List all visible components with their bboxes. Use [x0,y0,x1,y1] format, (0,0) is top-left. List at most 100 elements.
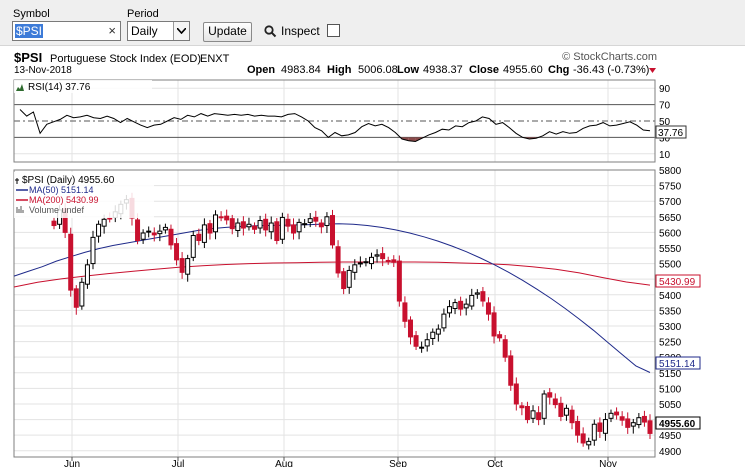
rsi-label: RSI(14) 37.76 [28,82,91,93]
candle-body [480,291,486,302]
price-tick-label: 4900 [659,447,682,458]
chg-value: -36.43 (-0.73%) [573,64,649,76]
candle-body [541,393,547,419]
candle-body [602,419,608,434]
header-symbol: $PSI [14,50,42,65]
candle-body [335,246,341,274]
candle-body [513,383,519,405]
candle-body [524,405,530,421]
chg-label: Chg [548,64,569,76]
candle-body [608,412,614,419]
candle-body [224,215,230,221]
candle-body [168,228,174,246]
update-button[interactable]: Update [203,22,252,42]
candle-body [630,422,636,427]
candle-body [385,259,391,262]
candle-body [341,271,347,290]
chart-area: $PSI Portuguese Stock Index (EOD) ENXT ©… [0,46,746,472]
candle-body [285,218,291,227]
candle-body [636,417,642,426]
candle-body [586,440,592,446]
inspect-label: Inspect [281,24,320,38]
candle-body [313,216,319,222]
symbol-label: Symbol [13,8,50,20]
header-date: 13-Nov-2018 [14,65,72,76]
price-tick-label: 5350 [659,306,682,317]
price-tick-label: 4950 [659,431,682,442]
candle-body [625,418,631,428]
chevron-down-icon[interactable] [173,22,189,40]
candle-body [274,221,280,242]
candlesticks [51,192,653,450]
header-name: Portuguese Stock Index (EOD) [50,53,201,65]
rsi-axis: 90 70 50 30 10 [659,84,671,161]
ma200-value-box [655,274,701,288]
price-tick-label: 5500 [659,260,682,271]
candle-body [352,264,358,273]
candle-body [368,256,374,265]
candle-body [530,410,536,419]
close-label: Close [469,64,499,76]
inspect-checkbox[interactable] [327,24,340,37]
volume-legend-icon [16,206,24,213]
candle-body [135,219,141,242]
candle-body [307,218,313,223]
candle-body [190,235,196,258]
candle-body [647,420,653,434]
period-label: Period [127,8,159,20]
candle-body [552,398,558,406]
open-value: 4983.84 [281,64,321,76]
candle-body [452,302,458,310]
candle-body [196,233,202,242]
symbol-input[interactable]: $PSI × [12,21,121,41]
ma50-line [13,223,651,373]
candle-body [575,420,581,436]
candle-body [380,253,386,260]
candle-body [346,269,352,288]
candle-body [291,224,297,234]
legend-volume: Volume undef [29,205,85,215]
candle-body [619,416,625,421]
search-icon[interactable] [264,25,277,43]
rsi-value-box [655,125,687,139]
open-label: Open [247,64,275,76]
candle-body [174,243,180,261]
period-select[interactable]: Daily [127,21,190,41]
price-tick-label: 5750 [659,182,682,193]
ma200-value-box-text: 5430.99 [659,277,696,288]
rsi-tick-label: 70 [659,101,671,112]
candle-body [614,411,620,416]
rsi-tick-label: 50 [659,117,671,128]
candle-body [96,223,102,237]
candle-body [497,334,503,339]
price-tick-label: 5250 [659,338,682,349]
candle-body [324,216,330,227]
candle-body [413,335,419,347]
candle-body [84,264,90,285]
candle-body [591,423,597,441]
symbol-input-value[interactable]: $PSI [15,24,44,38]
low-label: Low [397,64,419,76]
candle-body [536,412,542,421]
candle-body [391,259,397,263]
close-value: 4955.60 [503,64,543,76]
candle-body [107,217,113,220]
candle-body [597,422,603,432]
date-axis: Jun Jul Aug Sep Oct Nov [64,457,617,470]
price-panel-frame [13,169,656,458]
close-value-box-text: 4955.60 [659,419,696,430]
candle-body [396,260,402,302]
candle-body [441,313,447,329]
date-tick-label: Sep [389,459,407,467]
rsi-tick-label: 30 [659,133,671,144]
candle-body [252,225,258,230]
candle-body [218,216,224,219]
down-arrow-icon [649,68,656,73]
candle-body [435,328,441,335]
clear-icon[interactable]: × [108,23,116,38]
value-boxes: 5430.99 5151.14 4955.60 [655,274,701,430]
candle-body [263,218,269,231]
price-tick-label: 5800 [659,166,682,177]
rsi-value-box-text: 37.76 [658,128,683,139]
candle-body [257,220,263,229]
